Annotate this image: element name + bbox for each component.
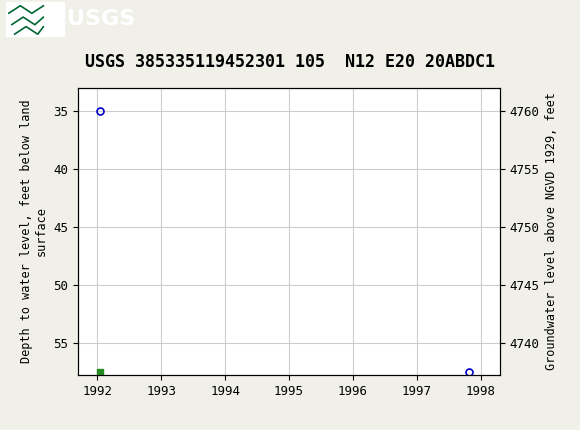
Y-axis label: Depth to water level, feet below land
surface: Depth to water level, feet below land su… <box>20 100 48 363</box>
Bar <box>6 2 64 36</box>
Text: USGS 385335119452301 105  N12 E20 20ABDC1: USGS 385335119452301 105 N12 E20 20ABDC1 <box>85 52 495 71</box>
Text: USGS: USGS <box>67 9 135 29</box>
Y-axis label: Groundwater level above NGVD 1929, feet: Groundwater level above NGVD 1929, feet <box>545 92 559 370</box>
Legend: Period of approved data: Period of approved data <box>177 426 401 430</box>
